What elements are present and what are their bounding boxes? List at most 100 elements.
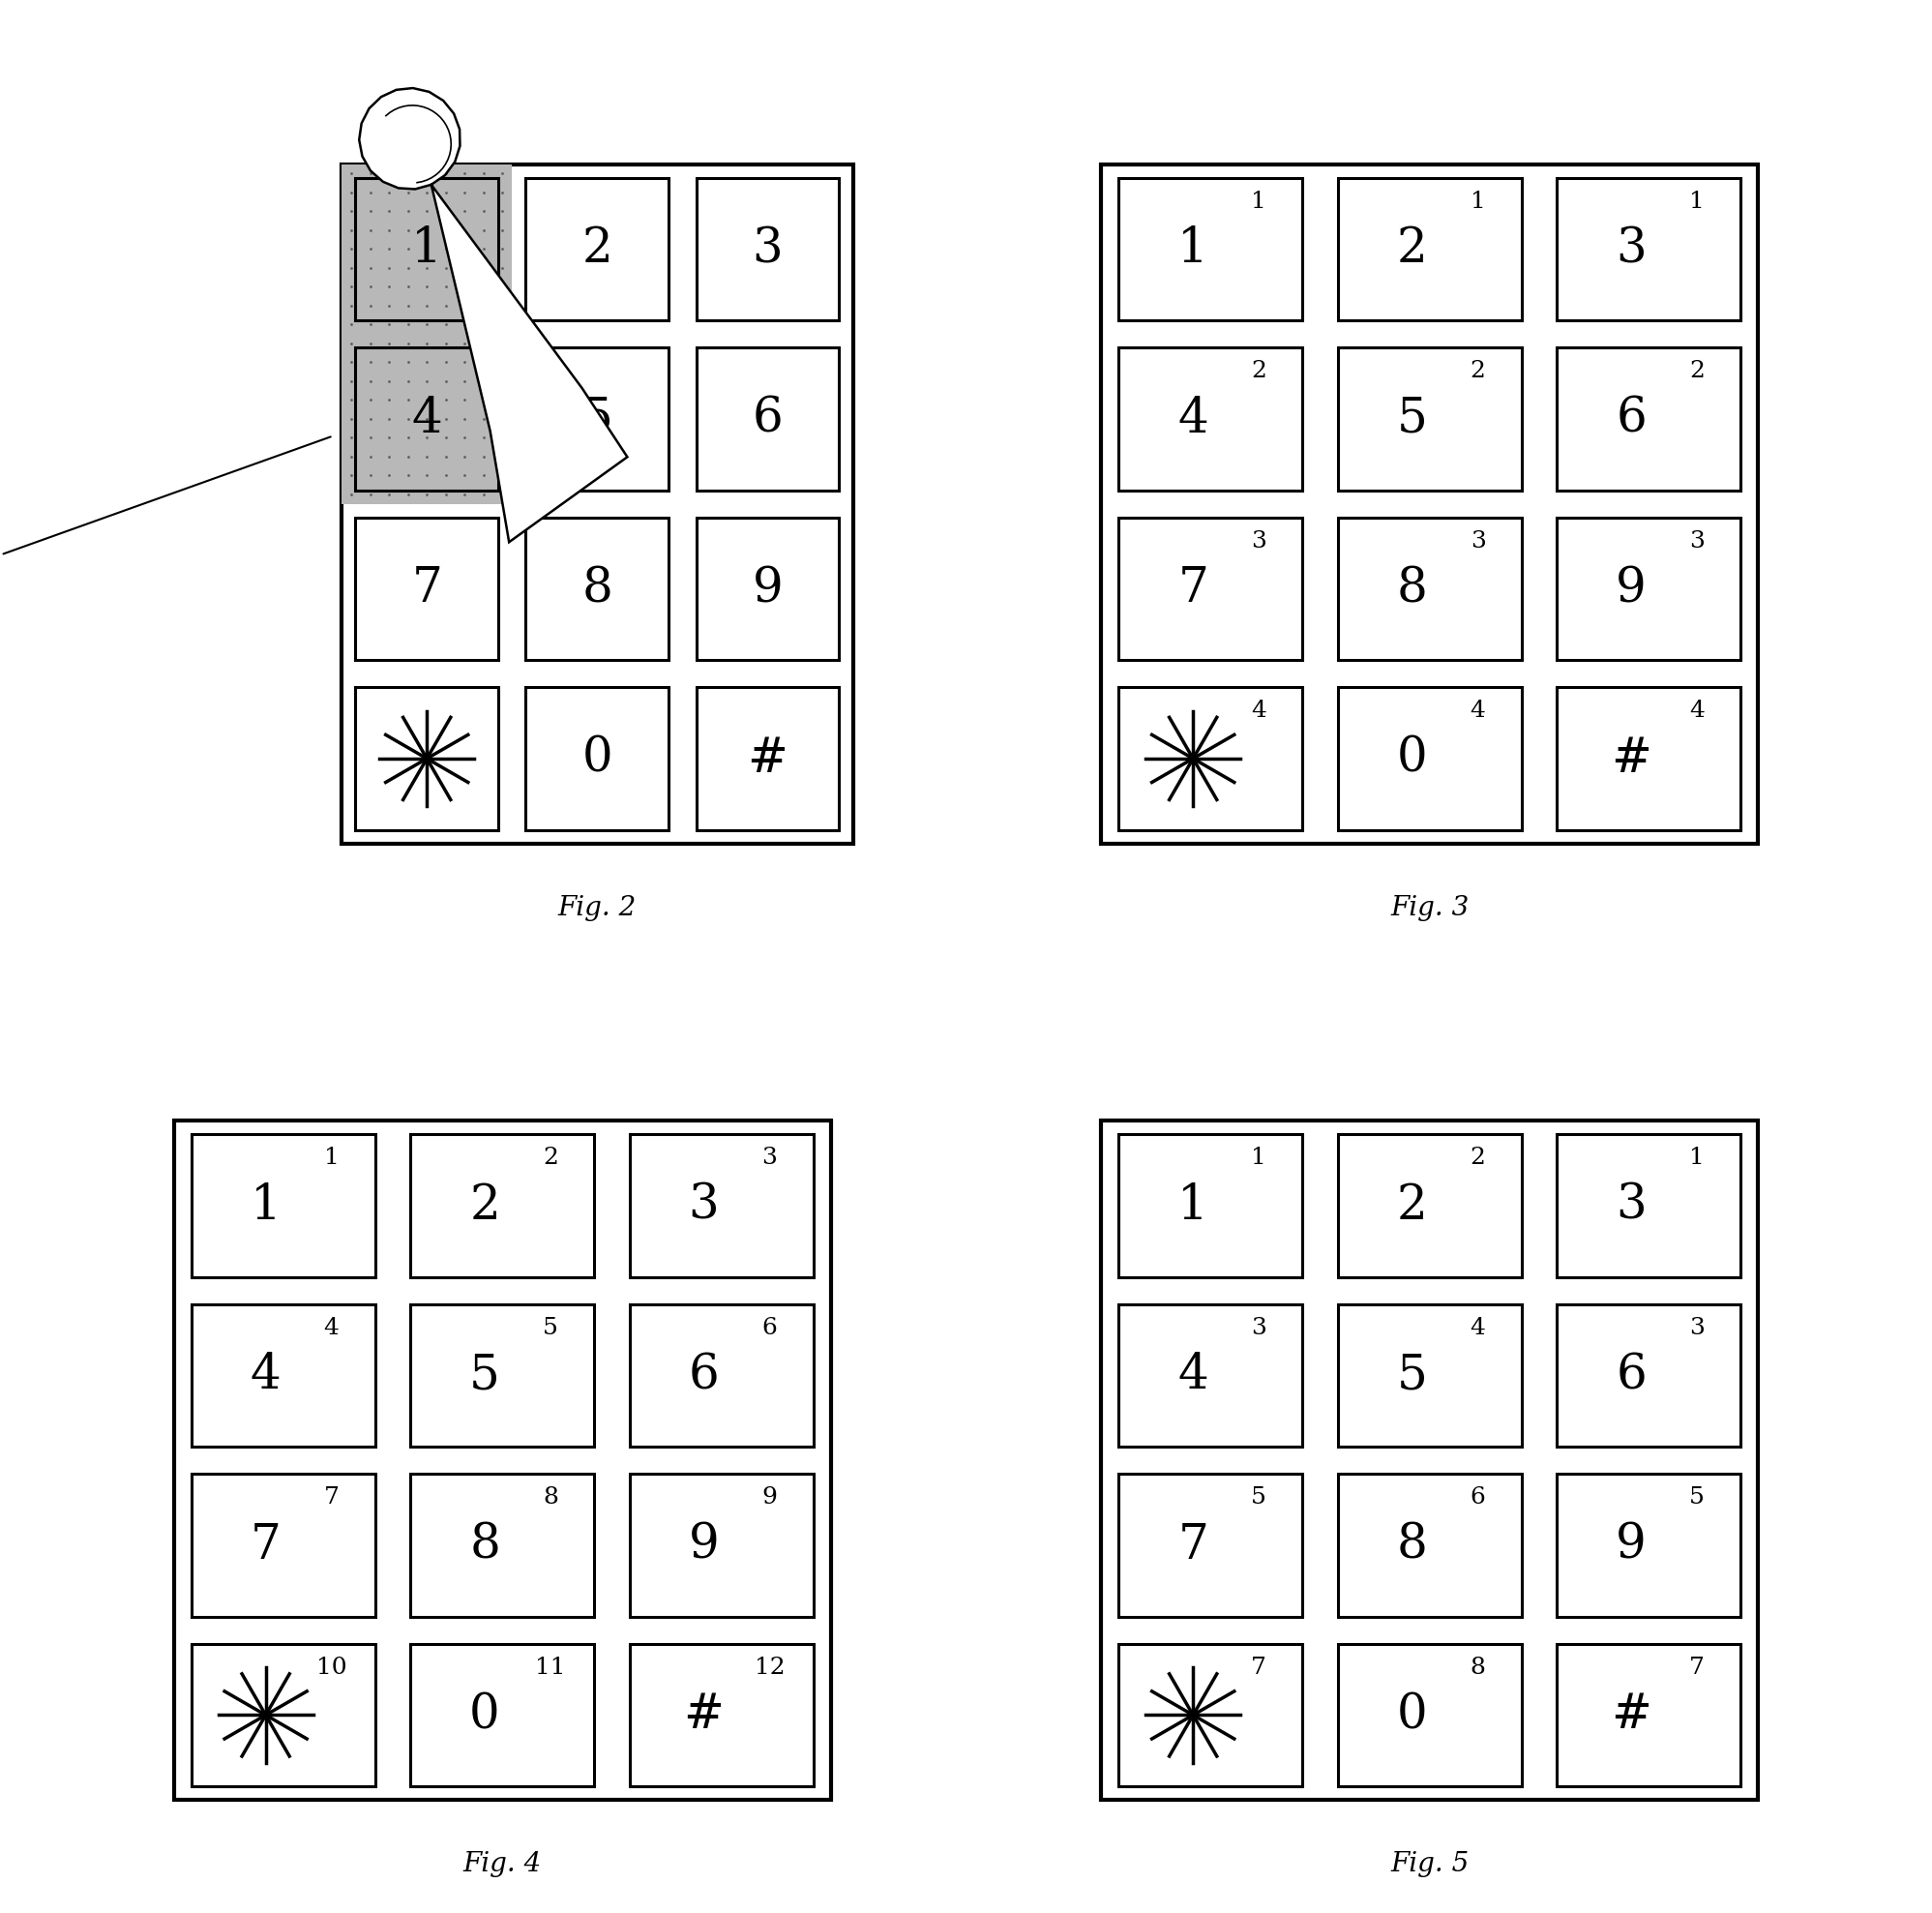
Text: 3: 3 bbox=[1689, 1316, 1704, 1339]
Bar bbox=[1119, 178, 1302, 319]
Text: 1: 1 bbox=[1252, 1148, 1265, 1169]
Text: 8: 8 bbox=[582, 564, 612, 612]
Bar bbox=[526, 348, 668, 490]
Bar bbox=[630, 1134, 813, 1276]
Text: 4: 4 bbox=[412, 394, 442, 442]
Text: 5: 5 bbox=[1689, 1486, 1704, 1509]
Bar bbox=[630, 1643, 813, 1787]
Text: 2: 2 bbox=[469, 1182, 500, 1230]
Text: 0: 0 bbox=[469, 1691, 500, 1739]
Bar bbox=[696, 348, 838, 490]
Text: 8: 8 bbox=[1397, 1521, 1428, 1569]
Text: 1: 1 bbox=[1252, 191, 1265, 212]
Bar bbox=[191, 1643, 375, 1787]
Text: 1: 1 bbox=[1179, 1182, 1209, 1230]
Text: 6: 6 bbox=[1470, 1486, 1486, 1509]
Text: 3: 3 bbox=[1615, 1182, 1646, 1230]
Text: 11: 11 bbox=[535, 1657, 566, 1678]
Polygon shape bbox=[359, 88, 628, 541]
Text: Fig. 4: Fig. 4 bbox=[464, 1852, 541, 1877]
Text: 3: 3 bbox=[761, 1148, 777, 1169]
Text: 12: 12 bbox=[753, 1657, 784, 1678]
Text: #: # bbox=[748, 735, 788, 782]
Bar bbox=[630, 1305, 813, 1446]
Text: 7: 7 bbox=[325, 1486, 340, 1509]
Bar bbox=[1337, 178, 1522, 319]
Bar bbox=[1557, 178, 1741, 319]
Text: 9: 9 bbox=[752, 564, 782, 612]
Text: 4: 4 bbox=[1252, 700, 1267, 721]
Bar bbox=[1119, 348, 1302, 490]
Text: #: # bbox=[1611, 1691, 1652, 1739]
Text: 6: 6 bbox=[752, 394, 782, 442]
Text: 5: 5 bbox=[582, 394, 612, 442]
Text: 5: 5 bbox=[1252, 1486, 1267, 1509]
Bar bbox=[191, 1305, 375, 1446]
Text: 9: 9 bbox=[1615, 564, 1646, 612]
Text: 3: 3 bbox=[1615, 226, 1646, 274]
Text: 2: 2 bbox=[1252, 360, 1267, 383]
Text: 3: 3 bbox=[1470, 530, 1486, 553]
Text: 2: 2 bbox=[582, 226, 612, 274]
Text: Fig. 5: Fig. 5 bbox=[1391, 1852, 1468, 1877]
Bar bbox=[1337, 687, 1522, 830]
Text: 9: 9 bbox=[688, 1521, 719, 1569]
Bar bbox=[355, 517, 498, 660]
Text: 4: 4 bbox=[251, 1351, 280, 1398]
Text: 1: 1 bbox=[325, 1148, 338, 1169]
Text: 3: 3 bbox=[752, 226, 782, 274]
Text: 1: 1 bbox=[251, 1182, 282, 1230]
Text: 1: 1 bbox=[1689, 1148, 1704, 1169]
Bar bbox=[1119, 1473, 1302, 1616]
Bar bbox=[191, 1134, 375, 1276]
Text: 7: 7 bbox=[1179, 1521, 1209, 1569]
Bar bbox=[696, 687, 838, 830]
Bar bbox=[1557, 1473, 1741, 1616]
Bar bbox=[410, 1643, 595, 1787]
Bar bbox=[191, 1473, 375, 1616]
Bar bbox=[1119, 1643, 1302, 1787]
Text: #: # bbox=[1611, 735, 1652, 782]
Text: 2: 2 bbox=[1689, 360, 1704, 383]
Text: 5: 5 bbox=[1397, 394, 1428, 442]
Bar bbox=[410, 1305, 595, 1446]
Bar bbox=[410, 1473, 595, 1616]
Bar bbox=[526, 687, 668, 830]
Bar bbox=[1557, 1134, 1741, 1276]
Text: 1: 1 bbox=[1689, 191, 1704, 212]
Text: 7: 7 bbox=[251, 1521, 282, 1569]
Bar bbox=[1119, 687, 1302, 830]
Text: 3: 3 bbox=[1252, 1316, 1267, 1339]
Text: 4: 4 bbox=[325, 1316, 340, 1339]
Bar bbox=[410, 1134, 595, 1276]
Bar bbox=[696, 178, 838, 319]
Text: 1: 1 bbox=[1179, 226, 1209, 274]
Bar bbox=[355, 348, 498, 490]
Bar bbox=[630, 1473, 813, 1616]
Text: 6: 6 bbox=[688, 1351, 719, 1398]
Bar bbox=[696, 517, 838, 660]
Text: 2: 2 bbox=[1397, 1182, 1428, 1230]
Text: 4: 4 bbox=[1689, 700, 1704, 721]
Text: 4: 4 bbox=[1470, 700, 1486, 721]
Text: 2: 2 bbox=[1470, 360, 1486, 383]
Bar bbox=[526, 517, 668, 660]
Bar bbox=[1557, 1643, 1741, 1787]
Text: 7: 7 bbox=[412, 564, 442, 612]
Text: 4: 4 bbox=[1179, 1351, 1208, 1398]
Bar bbox=[1119, 1305, 1302, 1446]
Bar bbox=[1119, 517, 1302, 660]
Bar bbox=[174, 1121, 831, 1800]
Text: #: # bbox=[684, 1691, 724, 1739]
Text: 6: 6 bbox=[1615, 1351, 1646, 1398]
Bar bbox=[1557, 687, 1741, 830]
Bar bbox=[1557, 517, 1741, 660]
Text: 4: 4 bbox=[1179, 394, 1208, 442]
Text: 5: 5 bbox=[1397, 1351, 1428, 1398]
Text: 8: 8 bbox=[1397, 564, 1428, 612]
Text: 7: 7 bbox=[1179, 564, 1209, 612]
Bar bbox=[355, 687, 498, 830]
Bar bbox=[1337, 1305, 1522, 1446]
Text: 8: 8 bbox=[543, 1486, 558, 1509]
Text: 5: 5 bbox=[543, 1316, 558, 1339]
